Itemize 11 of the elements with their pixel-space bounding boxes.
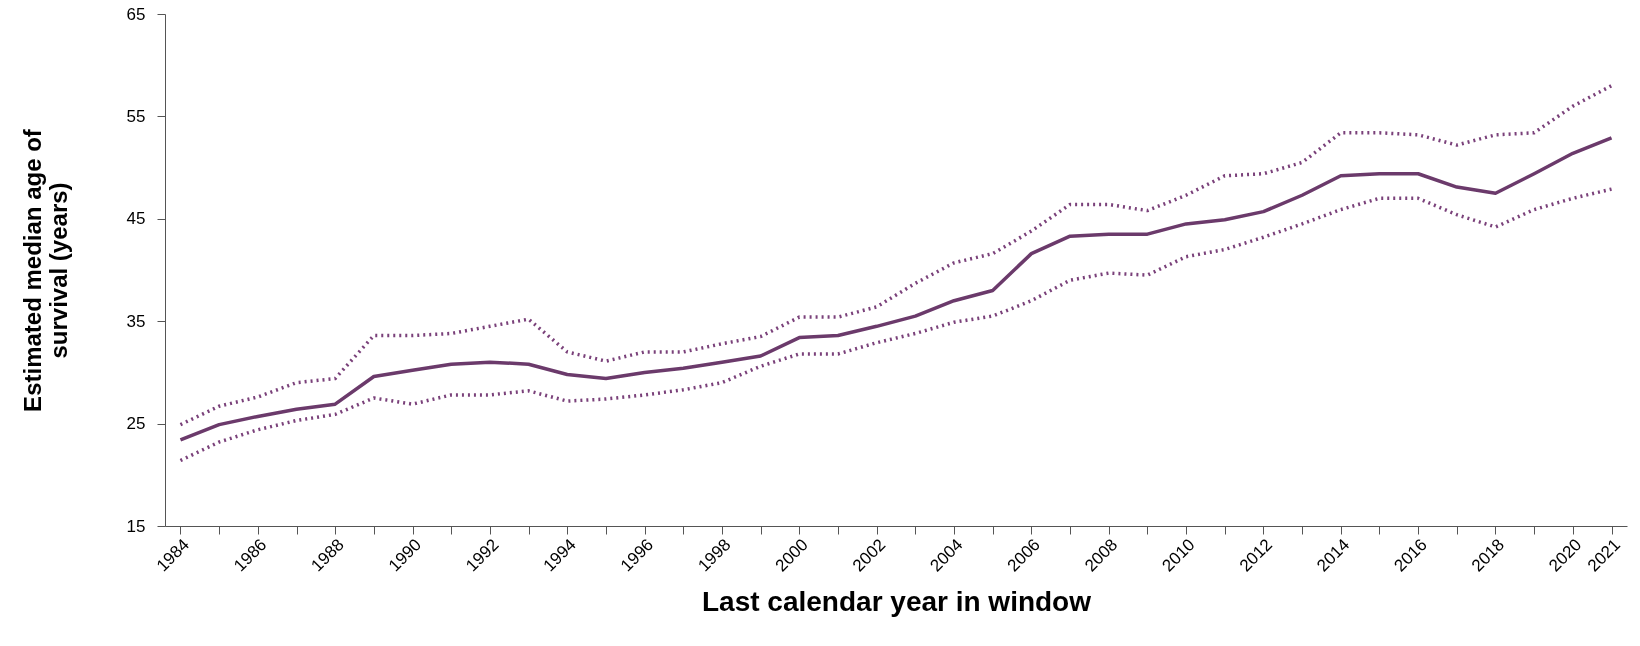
- y-tick-label: 35: [126, 311, 146, 331]
- line-series: [178, 136, 1614, 442]
- y-tick-label: 65: [126, 4, 146, 24]
- y-tick-label: 55: [126, 106, 146, 126]
- y-tick-label: 45: [126, 209, 146, 229]
- x-axis-title: Last calendar year in window: [701, 585, 1092, 617]
- y-tick-label: 15: [126, 516, 146, 536]
- line-series: [178, 187, 1614, 463]
- y-axis-title: Estimated median age of survival (years): [18, 128, 72, 412]
- y-tick-label: 25: [126, 414, 146, 434]
- line-series: [178, 83, 1614, 427]
